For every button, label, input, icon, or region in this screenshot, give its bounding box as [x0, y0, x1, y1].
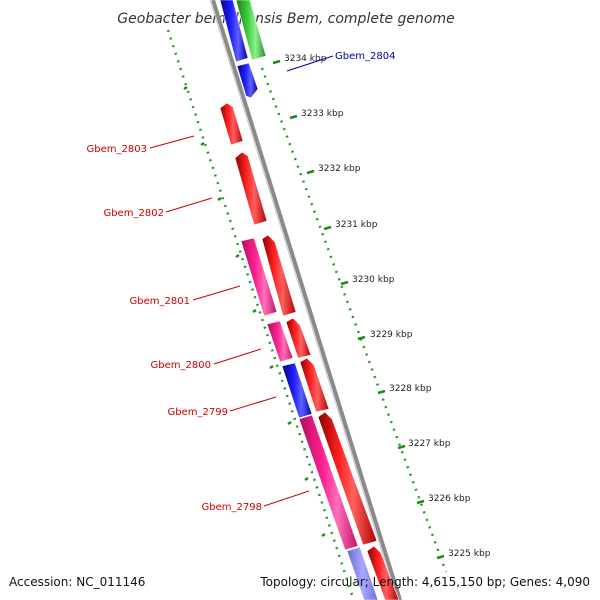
- gene-labels: Gbem_2804 Gbem_2803 Gbem_2802 Gbem_2801 …: [87, 51, 396, 513]
- genome-summary-text: Topology: circular; Length: 4,615,150 bp…: [259, 575, 590, 589]
- tick-labels: 3234 kbp 3233 kbp 3232 kbp 3231 kbp 3230…: [284, 54, 491, 559]
- connector-gbem-2803: [149, 135, 195, 149]
- label-connectors: [149, 55, 334, 507]
- tick-label: 3227 kbp: [408, 439, 451, 449]
- label-gbem-2802[interactable]: Gbem_2802: [104, 208, 164, 219]
- gene-gbem-2804-part[interactable]: [236, 62, 259, 99]
- inner-ring-ticks: [183, 85, 326, 538]
- gene-gbem-2798-inner[interactable]: [298, 414, 359, 551]
- backbone-line: [211, 0, 402, 600]
- label-gbem-2799[interactable]: Gbem_2799: [168, 407, 228, 418]
- tick-label: 3232 kbp: [318, 164, 361, 174]
- label-gbem-2801[interactable]: Gbem_2801: [130, 296, 190, 307]
- tick-label: 3228 kbp: [389, 384, 432, 394]
- tick-label: 3229 kbp: [370, 330, 413, 340]
- tick-label: 3231 kbp: [335, 220, 378, 230]
- tick-label: 3226 kbp: [428, 494, 471, 504]
- tick-label: 3230 kbp: [352, 275, 395, 285]
- gene-gbem-2802[interactable]: [234, 151, 268, 226]
- gene-gbem-2800-inner[interactable]: [266, 320, 294, 363]
- label-gbem-2798[interactable]: Gbem_2798: [202, 502, 262, 513]
- connector-gbem-2802: [165, 197, 213, 213]
- inner-dotted-ring: [166, 29, 354, 596]
- gene-gbem-2801-inner[interactable]: [240, 237, 278, 317]
- connector-gbem-2800: [213, 348, 262, 365]
- gene-lavender-bottom[interactable]: [346, 546, 379, 600]
- tick-label: 3225 kbp: [448, 549, 491, 559]
- outer-ring-ticks: [272, 59, 445, 560]
- connector-gbem-2804: [286, 55, 334, 72]
- map-title: Geobacter bemidjiensis Bem, complete gen…: [117, 11, 454, 27]
- gene-gbem-2803[interactable]: [219, 102, 244, 146]
- accession-text: Accession: NC_011146: [9, 575, 145, 589]
- gene-bottom-red[interactable]: [366, 545, 400, 600]
- connector-gbem-2798: [263, 490, 310, 507]
- label-gbem-2803[interactable]: Gbem_2803: [87, 144, 147, 155]
- label-gbem-2804[interactable]: Gbem_2804: [335, 51, 395, 62]
- gene-track-inner: [219, 0, 379, 600]
- connector-gbem-2801: [192, 285, 241, 301]
- tick-label: 3234 kbp: [284, 54, 327, 64]
- gene-track-outer: [235, 0, 400, 600]
- outer-dotted-ring: [260, 67, 448, 573]
- gene-gbem-2799-inner[interactable]: [281, 362, 313, 419]
- tick-label: 3233 kbp: [301, 109, 344, 119]
- gene-blue-top[interactable]: [219, 0, 249, 63]
- gene-gbem-2798-outer[interactable]: [317, 411, 378, 546]
- backbone-highlight: [209, 0, 398, 600]
- gene-gbem-2800-outer[interactable]: [285, 317, 312, 359]
- connector-gbem-2799: [229, 396, 277, 412]
- label-gbem-2800[interactable]: Gbem_2800: [151, 360, 211, 371]
- gene-gbem-2801-outer[interactable]: [261, 234, 297, 317]
- gene-gbem-2799-outer[interactable]: [299, 357, 330, 413]
- gene-green[interactable]: [235, 0, 267, 61]
